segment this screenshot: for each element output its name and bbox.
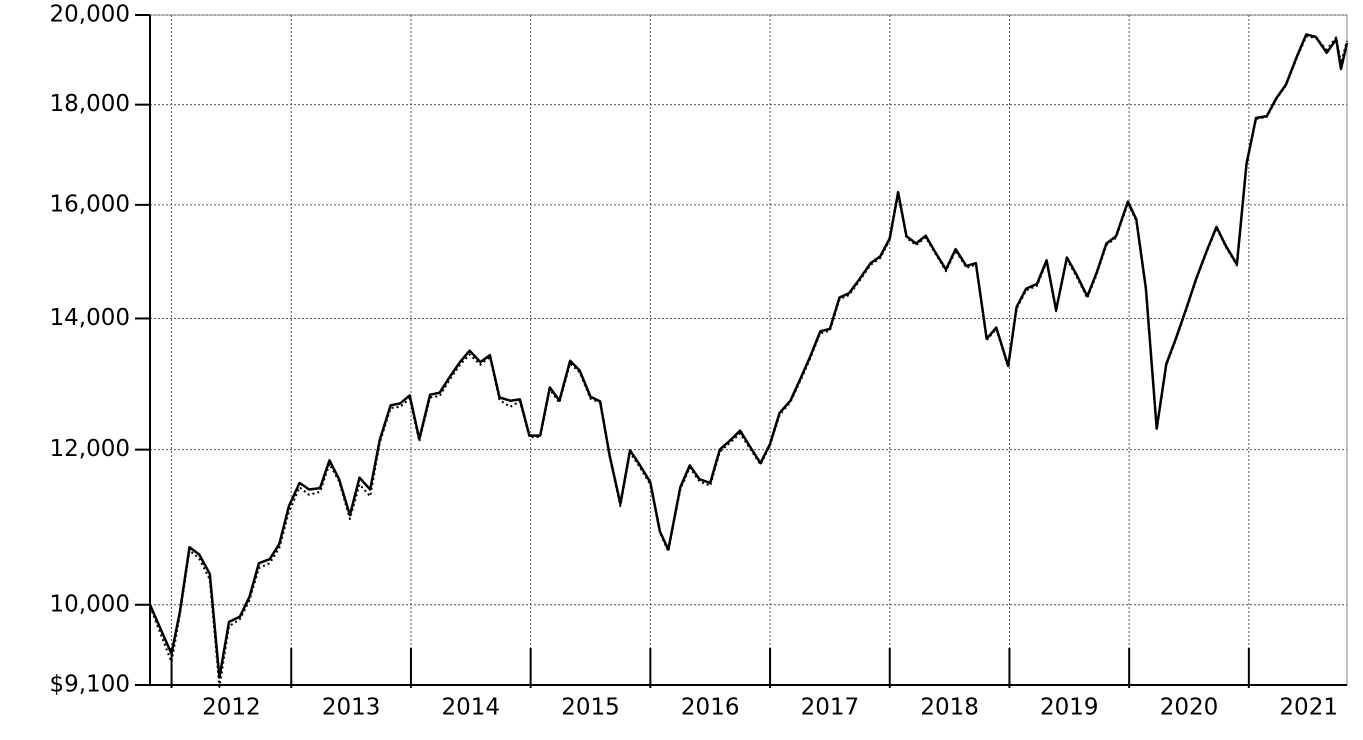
series-line [148,33,1349,679]
y-tick-label: $9,100 [50,672,130,698]
x-tick-label: 2021 [1279,695,1338,721]
y-tick-label: 16,000 [50,191,130,217]
y-tick-label: 12,000 [50,436,130,462]
x-tick-label: 2017 [801,695,860,721]
x-tick-label: 2012 [202,695,261,721]
x-tick-label: 2019 [1040,695,1099,721]
x-tick-label: 2018 [920,695,979,721]
y-tick-label: 20,000 [50,2,130,28]
y-tick-label: 18,000 [50,91,130,117]
x-tick-label: 2014 [442,695,501,721]
x-tick-label: 2016 [681,695,740,721]
x-tick-label: 2013 [322,695,381,721]
x-tick-label: 2020 [1160,695,1219,721]
plot-frame [149,14,1348,686]
y-tick-label: 14,000 [50,305,130,331]
y-tick-label: 10,000 [50,591,130,617]
series-line [149,35,1348,688]
x-tick-label: 2015 [561,695,620,721]
